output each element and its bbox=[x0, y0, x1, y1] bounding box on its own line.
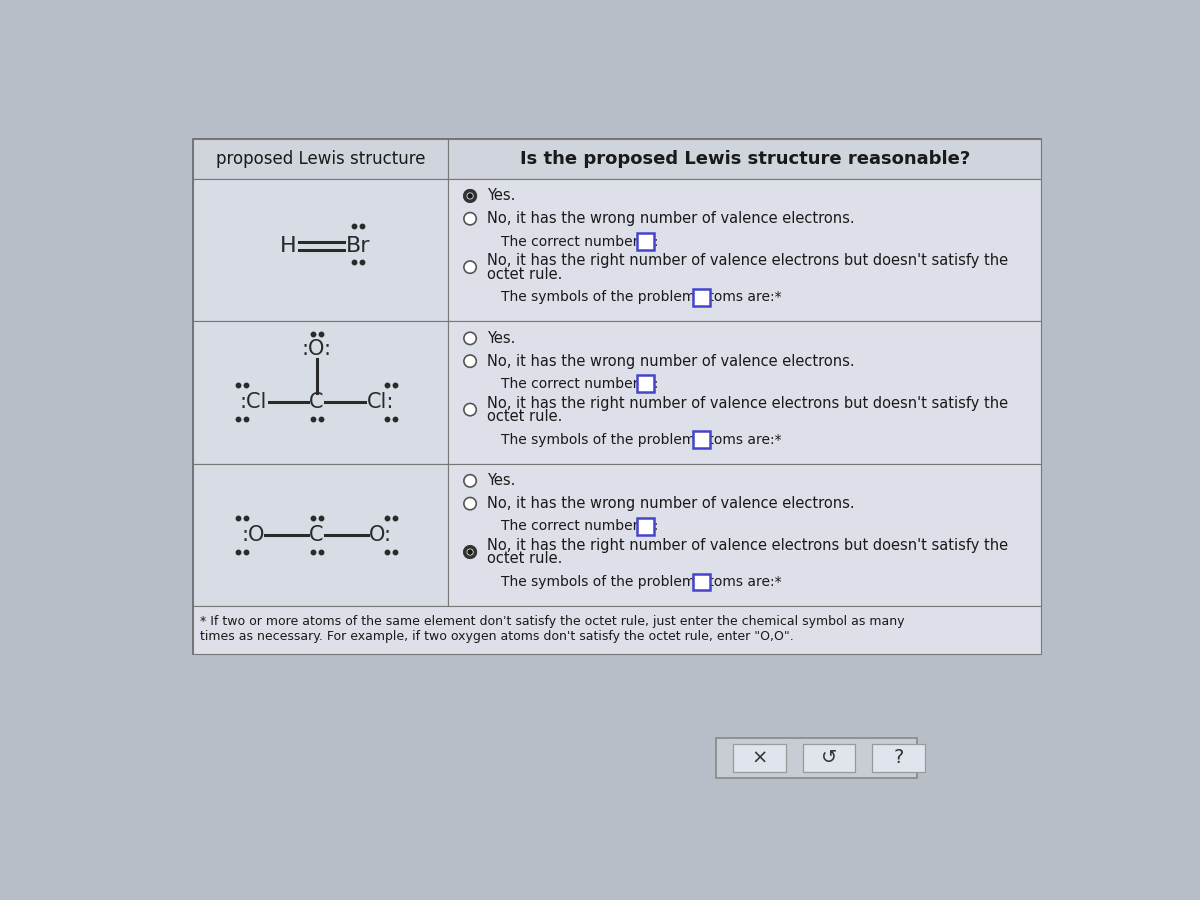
Bar bbox=[692, 431, 709, 448]
Circle shape bbox=[464, 355, 476, 367]
Bar bbox=[733, 744, 786, 771]
Text: ↺: ↺ bbox=[821, 749, 838, 768]
Text: The correct number is:: The correct number is: bbox=[502, 377, 659, 391]
Text: No, it has the wrong number of valence electrons.: No, it has the wrong number of valence e… bbox=[487, 212, 854, 226]
Circle shape bbox=[464, 191, 475, 202]
Text: No, it has the wrong number of valence electrons.: No, it has the wrong number of valence e… bbox=[487, 354, 854, 369]
Circle shape bbox=[464, 261, 476, 274]
Text: ?: ? bbox=[894, 749, 904, 768]
Text: Is the proposed Lewis structure reasonable?: Is the proposed Lewis structure reasonab… bbox=[520, 149, 970, 167]
Circle shape bbox=[467, 549, 473, 554]
Bar bbox=[637, 375, 654, 392]
Text: :O:: :O: bbox=[301, 339, 331, 359]
Circle shape bbox=[464, 403, 476, 416]
Bar bbox=[193, 139, 449, 179]
Circle shape bbox=[464, 474, 476, 487]
Text: H: H bbox=[280, 236, 296, 256]
Bar bbox=[803, 744, 856, 771]
Text: proposed Lewis structure: proposed Lewis structure bbox=[216, 149, 425, 167]
Circle shape bbox=[464, 546, 476, 558]
Text: C: C bbox=[310, 392, 324, 412]
Text: Br: Br bbox=[346, 236, 370, 256]
Text: octet rule.: octet rule. bbox=[487, 266, 563, 282]
Text: O:: O: bbox=[368, 525, 391, 545]
Text: Yes.: Yes. bbox=[487, 188, 516, 203]
Text: Cl:: Cl: bbox=[366, 392, 394, 412]
Bar bbox=[449, 139, 1042, 179]
Circle shape bbox=[464, 332, 476, 345]
Text: times as necessary. For example, if two oxygen atoms don't satisfy the octet rul: times as necessary. For example, if two … bbox=[200, 631, 794, 644]
Bar bbox=[193, 179, 449, 321]
Text: The symbols of the problem atoms are:*: The symbols of the problem atoms are:* bbox=[502, 290, 781, 304]
Bar bbox=[872, 744, 925, 771]
Text: Yes.: Yes. bbox=[487, 473, 516, 489]
Bar bbox=[193, 607, 1042, 654]
Text: * If two or more atoms of the same element don't satisfy the octet rule, just en: * If two or more atoms of the same eleme… bbox=[200, 615, 905, 628]
Bar bbox=[449, 321, 1042, 464]
Bar bbox=[449, 464, 1042, 607]
Bar bbox=[193, 139, 1042, 654]
Text: The correct number is:: The correct number is: bbox=[502, 519, 659, 534]
Bar bbox=[637, 233, 654, 250]
Bar bbox=[193, 321, 449, 464]
Text: No, it has the right number of valence electrons but doesn't satisfy the: No, it has the right number of valence e… bbox=[487, 538, 1008, 554]
Text: :O: :O bbox=[241, 525, 265, 545]
Text: The correct number is:: The correct number is: bbox=[502, 235, 659, 248]
Text: No, it has the right number of valence electrons but doesn't satisfy the: No, it has the right number of valence e… bbox=[487, 396, 1008, 411]
Circle shape bbox=[464, 547, 475, 557]
Circle shape bbox=[464, 212, 476, 225]
Bar bbox=[692, 573, 709, 590]
Text: octet rule.: octet rule. bbox=[487, 409, 563, 424]
Bar bbox=[692, 289, 709, 305]
Text: octet rule.: octet rule. bbox=[487, 552, 563, 566]
Text: The symbols of the problem atoms are:*: The symbols of the problem atoms are:* bbox=[502, 433, 781, 446]
Bar bbox=[637, 518, 654, 535]
Bar bbox=[193, 464, 449, 607]
Text: C: C bbox=[310, 525, 324, 545]
Bar bbox=[715, 738, 917, 778]
Text: No, it has the right number of valence electrons but doesn't satisfy the: No, it has the right number of valence e… bbox=[487, 254, 1008, 268]
Text: Yes.: Yes. bbox=[487, 331, 516, 346]
Bar bbox=[449, 179, 1042, 321]
Circle shape bbox=[464, 498, 476, 509]
Circle shape bbox=[467, 194, 473, 199]
Text: The symbols of the problem atoms are:*: The symbols of the problem atoms are:* bbox=[502, 575, 781, 589]
Text: :Cl: :Cl bbox=[239, 392, 266, 412]
Circle shape bbox=[464, 190, 476, 203]
Text: No, it has the wrong number of valence electrons.: No, it has the wrong number of valence e… bbox=[487, 496, 854, 511]
Text: ×: × bbox=[751, 749, 767, 768]
